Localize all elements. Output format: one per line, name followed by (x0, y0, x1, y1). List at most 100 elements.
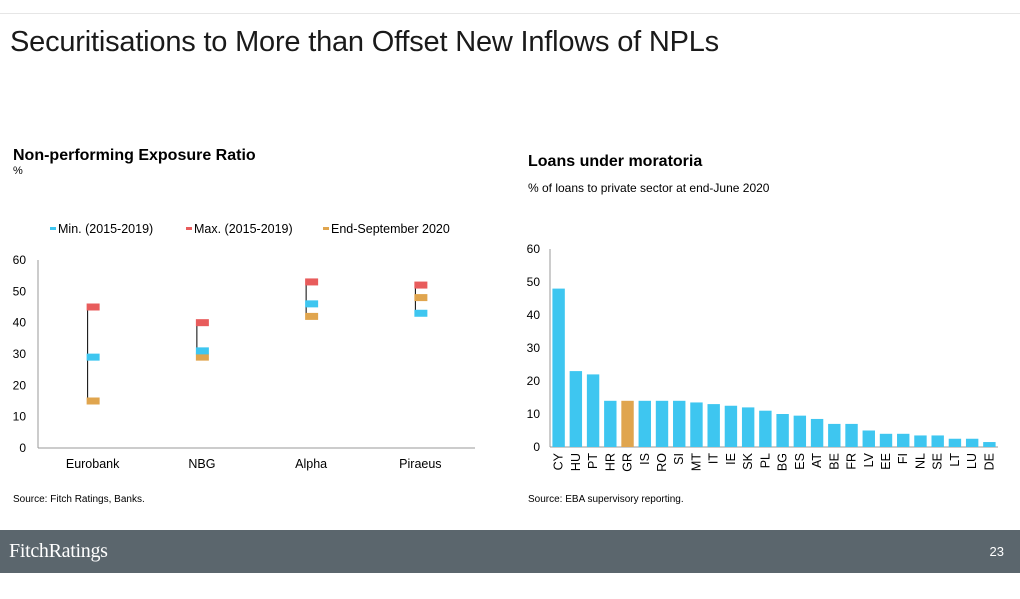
bar (759, 410, 772, 447)
right-chart-source: Source: EBA supervisory reporting. (528, 494, 684, 505)
data-point-end-sept-2020 (86, 397, 100, 405)
npe-ratio-chart: Min. (2015-2019) Max. (2015-2019) End-Sept… (13, 222, 475, 471)
bar (604, 400, 617, 447)
y-tick-label: 30 (13, 347, 27, 361)
bar (948, 438, 962, 447)
bar (983, 442, 996, 447)
y-tick-label: 10 (13, 410, 27, 424)
y-tick-label: 10 (527, 407, 541, 421)
x-tick-label: NL (913, 453, 927, 469)
x-tick-label: SK (741, 452, 755, 469)
data-point-max (414, 281, 428, 289)
x-tick-label: IT (707, 453, 721, 464)
x-tick-label: Alpha (295, 457, 327, 471)
bar (724, 405, 738, 447)
x-tick-label: EE (879, 453, 893, 470)
x-tick-label: DE (982, 453, 996, 470)
x-tick-label: GR (621, 453, 635, 472)
bar (914, 435, 927, 447)
bar (586, 374, 600, 447)
bar (741, 407, 755, 447)
x-tick-label: ES (793, 453, 807, 470)
left-chart-source: Source: Fitch Ratings, Banks. (13, 494, 145, 505)
y-tick-label: 30 (527, 341, 541, 355)
x-tick-label: LU (965, 453, 979, 469)
x-tick-label: RO (655, 453, 669, 472)
x-tick-label: SE (931, 453, 945, 470)
moratoria-chart: 0 10 20 30 40 50 60 CY HU PT HR GR IS RO SI MT IT IE SK PL B… (527, 242, 998, 472)
y-tick-label: 60 (527, 242, 541, 256)
y-tick-label: 50 (527, 275, 541, 289)
top-rule (0, 13, 1020, 14)
bar (931, 435, 944, 447)
legend-label: End-September 2020 (331, 222, 450, 236)
bar (552, 288, 565, 447)
x-tick-label: CY (552, 452, 566, 470)
data-point-end-sept-2020 (195, 353, 209, 361)
x-tick-label: IE (724, 453, 738, 465)
x-tick-label: Eurobank (66, 457, 120, 471)
data-point-max (86, 303, 100, 311)
bar (793, 415, 807, 447)
data-point-min (305, 300, 319, 308)
right-chart-subtitle: % of loans to private sector at end-June… (528, 181, 770, 195)
bar (776, 414, 789, 447)
x-tick-label: Piraeus (399, 457, 441, 471)
data-point-end-sept-2020 (414, 294, 428, 302)
data-point-min (414, 309, 428, 317)
y-tick-label: 20 (527, 374, 541, 388)
bar (845, 423, 858, 447)
data-point-min (86, 353, 100, 361)
bar (707, 404, 720, 447)
x-tick-label: AT (810, 453, 824, 468)
x-tick-label: PT (586, 453, 600, 469)
bar (673, 400, 686, 447)
legend-swatch (186, 227, 192, 230)
x-tick-label: IS (638, 453, 652, 465)
legend-swatch (50, 227, 56, 230)
x-tick-label: FR (845, 453, 859, 470)
footer-bar: FitchRatings 23 (0, 530, 1020, 573)
bar (879, 433, 893, 447)
y-tick-label: 60 (13, 253, 27, 267)
page-title: Securitisations to More than Offset New … (10, 26, 719, 58)
bar (655, 400, 669, 447)
bar (690, 402, 703, 447)
data-point-end-sept-2020 (305, 312, 319, 320)
x-tick-label: SI (672, 453, 686, 465)
bar (897, 433, 910, 447)
bar (569, 371, 583, 447)
x-tick-label: HU (569, 453, 583, 471)
bar (810, 418, 824, 447)
y-tick-label: 0 (19, 441, 26, 455)
bar (965, 438, 979, 447)
right-chart-title: Loans under moratoria (528, 153, 703, 170)
bar (621, 400, 634, 447)
data-point-min (195, 347, 209, 355)
y-tick-label: 50 (13, 284, 27, 298)
x-tick-label: MT (689, 453, 703, 471)
fitch-ratings-logo: FitchRatings (9, 540, 108, 562)
legend-label: Min. (2015-2019) (58, 222, 153, 236)
y-tick-label: 0 (533, 440, 540, 454)
x-tick-label: BG (776, 453, 790, 471)
bar (862, 430, 875, 447)
x-tick-label: LV (862, 452, 876, 467)
y-tick-label: 20 (13, 378, 27, 392)
x-tick-label: HR (603, 453, 617, 471)
legend-label: Max. (2015-2019) (194, 222, 293, 236)
x-tick-label: PL (758, 453, 772, 468)
x-tick-label: FI (896, 453, 910, 464)
left-chart-title: Non-performing Exposure Ratio (13, 147, 256, 164)
data-point-max (305, 278, 319, 286)
x-tick-label: NBG (188, 457, 215, 471)
y-tick-label: 40 (13, 316, 27, 330)
y-tick-label: 40 (527, 308, 541, 322)
x-tick-label: BE (827, 453, 841, 470)
x-tick-label: LT (948, 453, 962, 467)
data-point-max (195, 319, 209, 327)
page-number: 23 (989, 544, 1004, 559)
bar (828, 423, 841, 447)
bar (638, 400, 651, 447)
left-chart-unit: % (13, 165, 23, 177)
